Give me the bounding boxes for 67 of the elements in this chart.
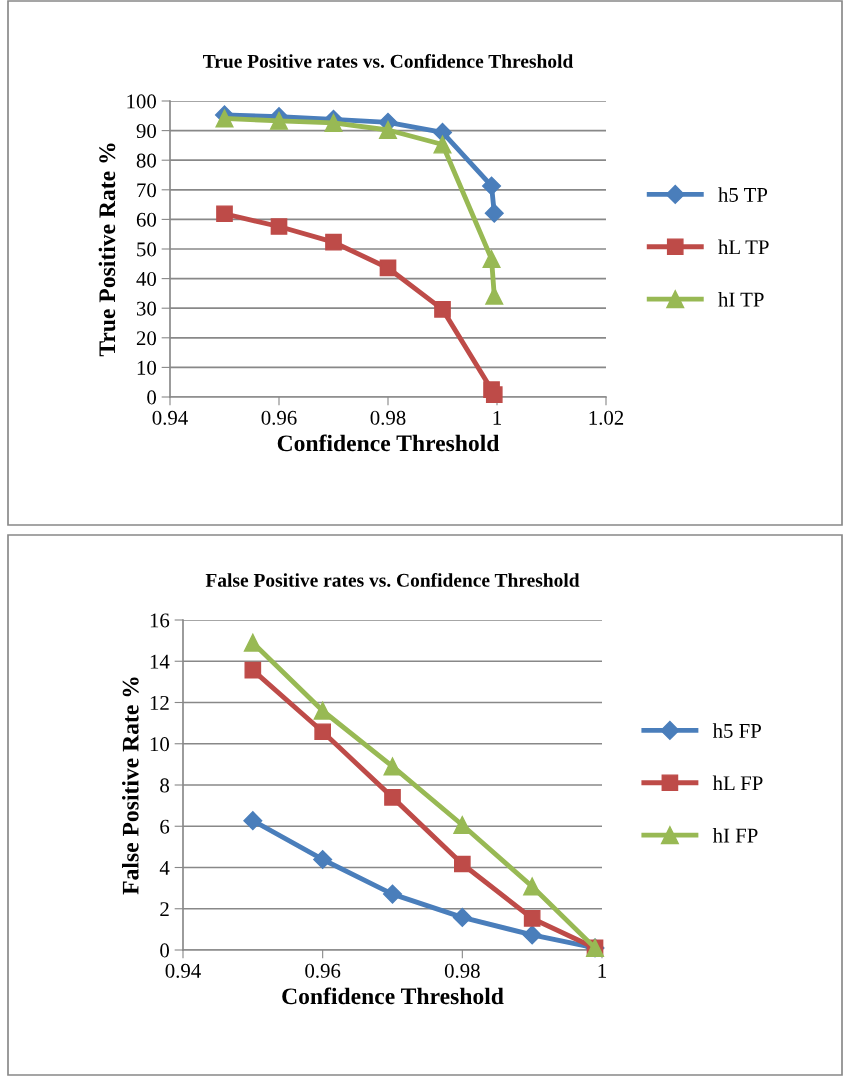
point: [482, 250, 501, 269]
y-tick-label: 0: [147, 390, 157, 405]
x-tick-label: 0.98: [370, 410, 406, 425]
point: [433, 135, 452, 154]
point: [522, 925, 542, 945]
y-tick-label: 14: [150, 654, 170, 669]
x-tick-label: 0.94: [165, 963, 201, 978]
legend-label: hL TP: [718, 239, 769, 255]
y-tick-label: 20: [136, 331, 157, 346]
x-tick-label: 0.96: [261, 410, 297, 425]
point: [216, 205, 233, 223]
legend-label: hI FP: [712, 827, 758, 843]
y-tick-label: 60: [136, 212, 157, 227]
y-tick-label: 70: [137, 183, 157, 198]
x-tick-label: 1.02: [589, 410, 624, 425]
point: [434, 301, 451, 318]
point: [244, 661, 262, 679]
x-axis-title: Confidence Threshold: [277, 434, 500, 452]
y-tick-label: 10: [137, 360, 157, 375]
point: [482, 176, 502, 196]
point: [484, 203, 504, 223]
point: [313, 849, 333, 869]
legend-label: hL FP: [712, 775, 763, 791]
y-tick-label: 50: [137, 242, 157, 257]
y-tick-label: 10: [150, 737, 170, 752]
x-axis-title: Confidence Threshold: [282, 987, 504, 1005]
point: [243, 811, 263, 831]
legend-label: hI TP: [718, 291, 764, 307]
x-tick-label: 1: [598, 963, 606, 978]
point: [453, 855, 471, 873]
y-tick-label: 16: [150, 613, 170, 628]
chart-title: True Positive rates vs. Confidence Threshold: [203, 53, 574, 68]
y-tick-label: 80: [136, 153, 157, 168]
y-tick-label: 4: [159, 861, 170, 875]
x-tick-label: 0.94: [152, 410, 188, 425]
point: [485, 386, 503, 403]
legend-label: h5 TP: [718, 187, 768, 202]
y-axis-title: False Positive Rate %: [122, 677, 139, 895]
point: [379, 259, 397, 277]
point: [325, 233, 342, 251]
y-tick-label: 8: [160, 778, 170, 793]
x-tick-label: 0.98: [444, 963, 480, 978]
point: [523, 877, 542, 896]
point: [384, 789, 401, 806]
y-tick-label: 12: [150, 695, 169, 710]
y-tick-label: 90: [136, 123, 157, 139]
point: [313, 701, 332, 720]
point: [452, 907, 472, 927]
point: [378, 120, 398, 140]
point: [243, 633, 262, 652]
point: [453, 815, 472, 835]
y-tick-label: 30: [136, 301, 157, 316]
y-tick-label: 6: [160, 819, 170, 834]
legend-label: h5 FP: [712, 723, 761, 738]
point: [382, 884, 403, 904]
point: [314, 723, 332, 741]
point: [270, 218, 288, 235]
x-tick-label: 1: [493, 410, 501, 425]
y-axis-title: True Positive Rate %: [98, 143, 116, 357]
y-tick-label: 40: [136, 271, 157, 287]
y-tick-label: 100: [127, 94, 157, 109]
chart-title: False Positive rates vs. Confidence Threshold: [205, 572, 580, 587]
y-tick-label: 2: [160, 902, 169, 916]
y-tick-label: 0: [160, 943, 170, 958]
point: [383, 757, 402, 776]
x-tick-label: 0.96: [305, 963, 341, 978]
point: [523, 910, 541, 927]
